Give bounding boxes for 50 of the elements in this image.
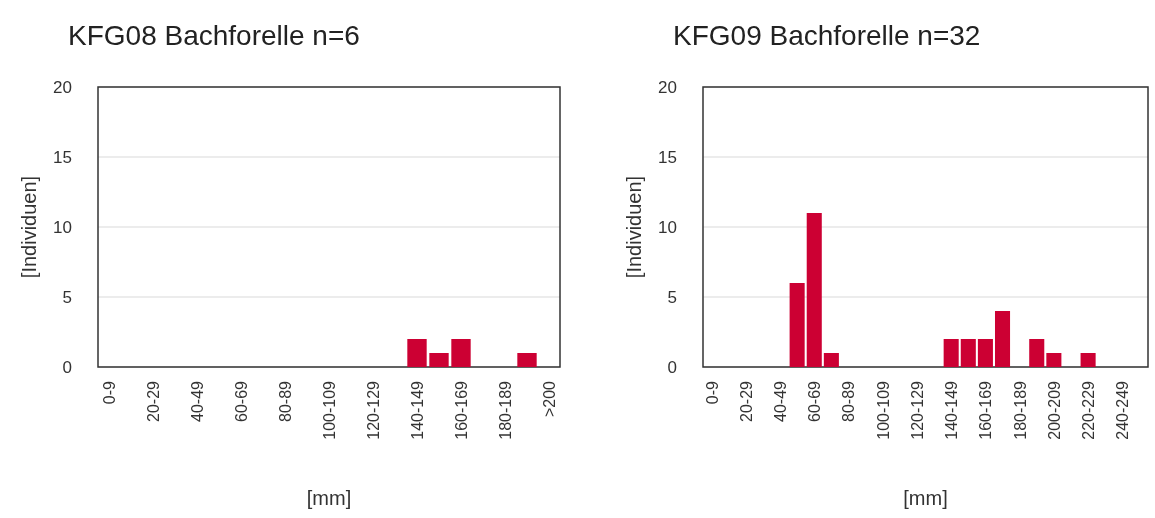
x-tick-label: 140-149 [409,380,426,440]
bar [960,339,976,367]
x-tick-label: 100-109 [321,380,338,440]
bar [823,353,839,367]
bar [806,213,822,367]
chart-title: KFG08 Bachforelle n=6 [68,20,360,51]
y-tick-label: 5 [62,288,72,307]
bar [994,311,1011,367]
y-tick-label: 15 [53,148,72,167]
x-axis-title: [mm] [903,487,948,509]
y-tick-label: 20 [658,78,677,97]
x-tick-label: 40-49 [772,380,790,422]
x-tick-label: 20-29 [145,380,162,422]
y-tick-label: 20 [53,78,72,97]
y-tick-label: 15 [658,148,677,167]
x-tick-label: 120-129 [365,380,382,440]
x-tick-label: 160-169 [977,380,995,440]
chart-title: KFG09 Bachforelle n=32 [673,20,981,51]
x-tick-label: 180-189 [1011,380,1029,440]
x-tick-label: 0-9 [703,380,721,405]
x-tick-label: 0-9 [101,380,118,405]
x-tick-label: 180-189 [497,380,514,440]
x-tick-label: 220-229 [1080,380,1098,440]
x-tick-label: 20-29 [737,380,755,422]
x-tick-label: 120-129 [908,380,926,440]
y-tick-label: 0 [62,358,72,377]
x-tick-label: 60-69 [233,380,250,422]
x-tick-label: >200 [541,380,558,418]
bar [1029,339,1045,367]
y-axis-title: [Individuen] [18,175,40,279]
x-tick-label: 140-149 [943,380,961,440]
y-tick-label: 5 [667,288,677,307]
bar [943,339,959,367]
x-axis-title: [mm] [306,487,352,509]
bar [1046,353,1062,367]
x-tick-label: 160-169 [453,380,470,440]
y-axis-title: [Individuen] [623,175,645,279]
bar [977,339,993,367]
x-tick-label: 200-209 [1045,380,1063,440]
x-tick-label: 240-249 [1114,380,1132,440]
x-tick-label: 80-89 [840,380,858,422]
bar [1080,353,1096,367]
y-tick-label: 10 [53,218,72,237]
x-tick-label: 60-69 [806,380,824,422]
x-tick-label: 40-49 [189,380,206,422]
bar [789,283,805,367]
y-tick-label: 0 [667,358,677,377]
x-tick-label: 80-89 [277,380,294,422]
x-tick-label: 100-109 [874,380,892,440]
y-tick-label: 10 [658,218,677,237]
